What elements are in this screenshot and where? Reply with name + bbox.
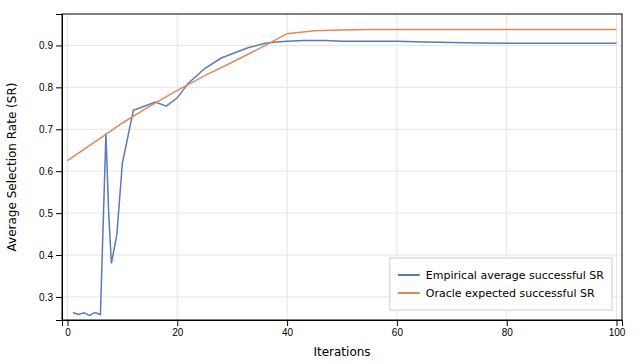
tick: 0 (65, 320, 71, 338)
tick-label: 100 (609, 327, 626, 338)
tick-mark (67, 320, 68, 326)
tick-mark (397, 320, 398, 326)
legend-label: Oracle expected successful SR (426, 287, 595, 300)
tick-label: 0 (65, 327, 71, 338)
grid-line (62, 171, 622, 172)
tick: 0.5 (39, 208, 62, 219)
tick: 0.8 (39, 82, 62, 93)
tick-label: 0.4 (39, 250, 53, 261)
tick: 60 (392, 320, 404, 338)
tick: 0.7 (39, 124, 62, 135)
grid-line (616, 14, 617, 320)
plot: 0 20 40 60 80 100 0.3 0.4 0.5 0.6 0.7 0.8 0.9 Empiric… (39, 14, 626, 338)
tick: 0.3 (39, 292, 62, 303)
x-axis-label: Iterations (313, 345, 370, 359)
plot-frame (62, 14, 622, 320)
tick: 0.6 (39, 166, 62, 177)
tick-label: 0.6 (39, 166, 53, 177)
tick: 0.4 (39, 250, 62, 261)
axis-line (56, 15, 63, 321)
tick-mark (56, 129, 62, 130)
grid (62, 14, 622, 320)
grid-line (62, 129, 622, 130)
tick: 20 (172, 320, 184, 338)
tick: 40 (282, 320, 294, 338)
tick-label: 0.3 (39, 292, 53, 303)
grid-line (62, 45, 622, 46)
tick-label: 0.7 (39, 124, 53, 135)
y-axis-label: Average Selection Rate (SR) (5, 83, 19, 252)
grid-line (62, 213, 622, 214)
tick-mark (56, 45, 62, 46)
grid-line (177, 14, 178, 320)
legend-swatch (398, 292, 420, 294)
chart: 0 20 40 60 80 100 0.3 0.4 0.5 0.6 0.7 0.8 0.9 Empiric… (0, 0, 640, 364)
legend: Empirical average successful SR Oracle ex… (390, 258, 612, 310)
tick-mark (56, 213, 62, 214)
legend-label: Empirical average successful SR (426, 269, 605, 282)
tick-label: 20 (172, 327, 184, 338)
series-group (67, 30, 616, 316)
grid-line (287, 14, 288, 320)
tick-mark (617, 320, 618, 326)
tick: 100 (609, 320, 626, 338)
tick-mark (287, 320, 288, 326)
tick-mark (56, 255, 62, 256)
series-line (67, 30, 616, 161)
legend-swatch (398, 274, 420, 276)
tick-mark (56, 87, 62, 88)
tick-label: 60 (392, 327, 404, 338)
legend-box (390, 258, 612, 310)
x-axis: 0 20 40 60 80 100 (63, 320, 626, 338)
tick-label: 0.9 (39, 40, 53, 51)
tick-mark (56, 171, 62, 172)
tick: 80 (502, 320, 514, 338)
series-line (73, 40, 617, 315)
grid-line (62, 255, 622, 256)
tick-label: 0.8 (39, 82, 53, 93)
tick-mark (177, 320, 178, 326)
tick-label: 80 (502, 327, 514, 338)
axis-line (63, 321, 623, 327)
grid-line (62, 87, 622, 88)
tick-label: 0.5 (39, 208, 53, 219)
tick: 0.9 (39, 40, 62, 51)
tick-mark (56, 297, 62, 298)
grid-line (67, 14, 68, 320)
y-axis: 0.3 0.4 0.5 0.6 0.7 0.8 0.9 (39, 15, 62, 321)
tick-label: 40 (282, 327, 294, 338)
tick-mark (507, 320, 508, 326)
